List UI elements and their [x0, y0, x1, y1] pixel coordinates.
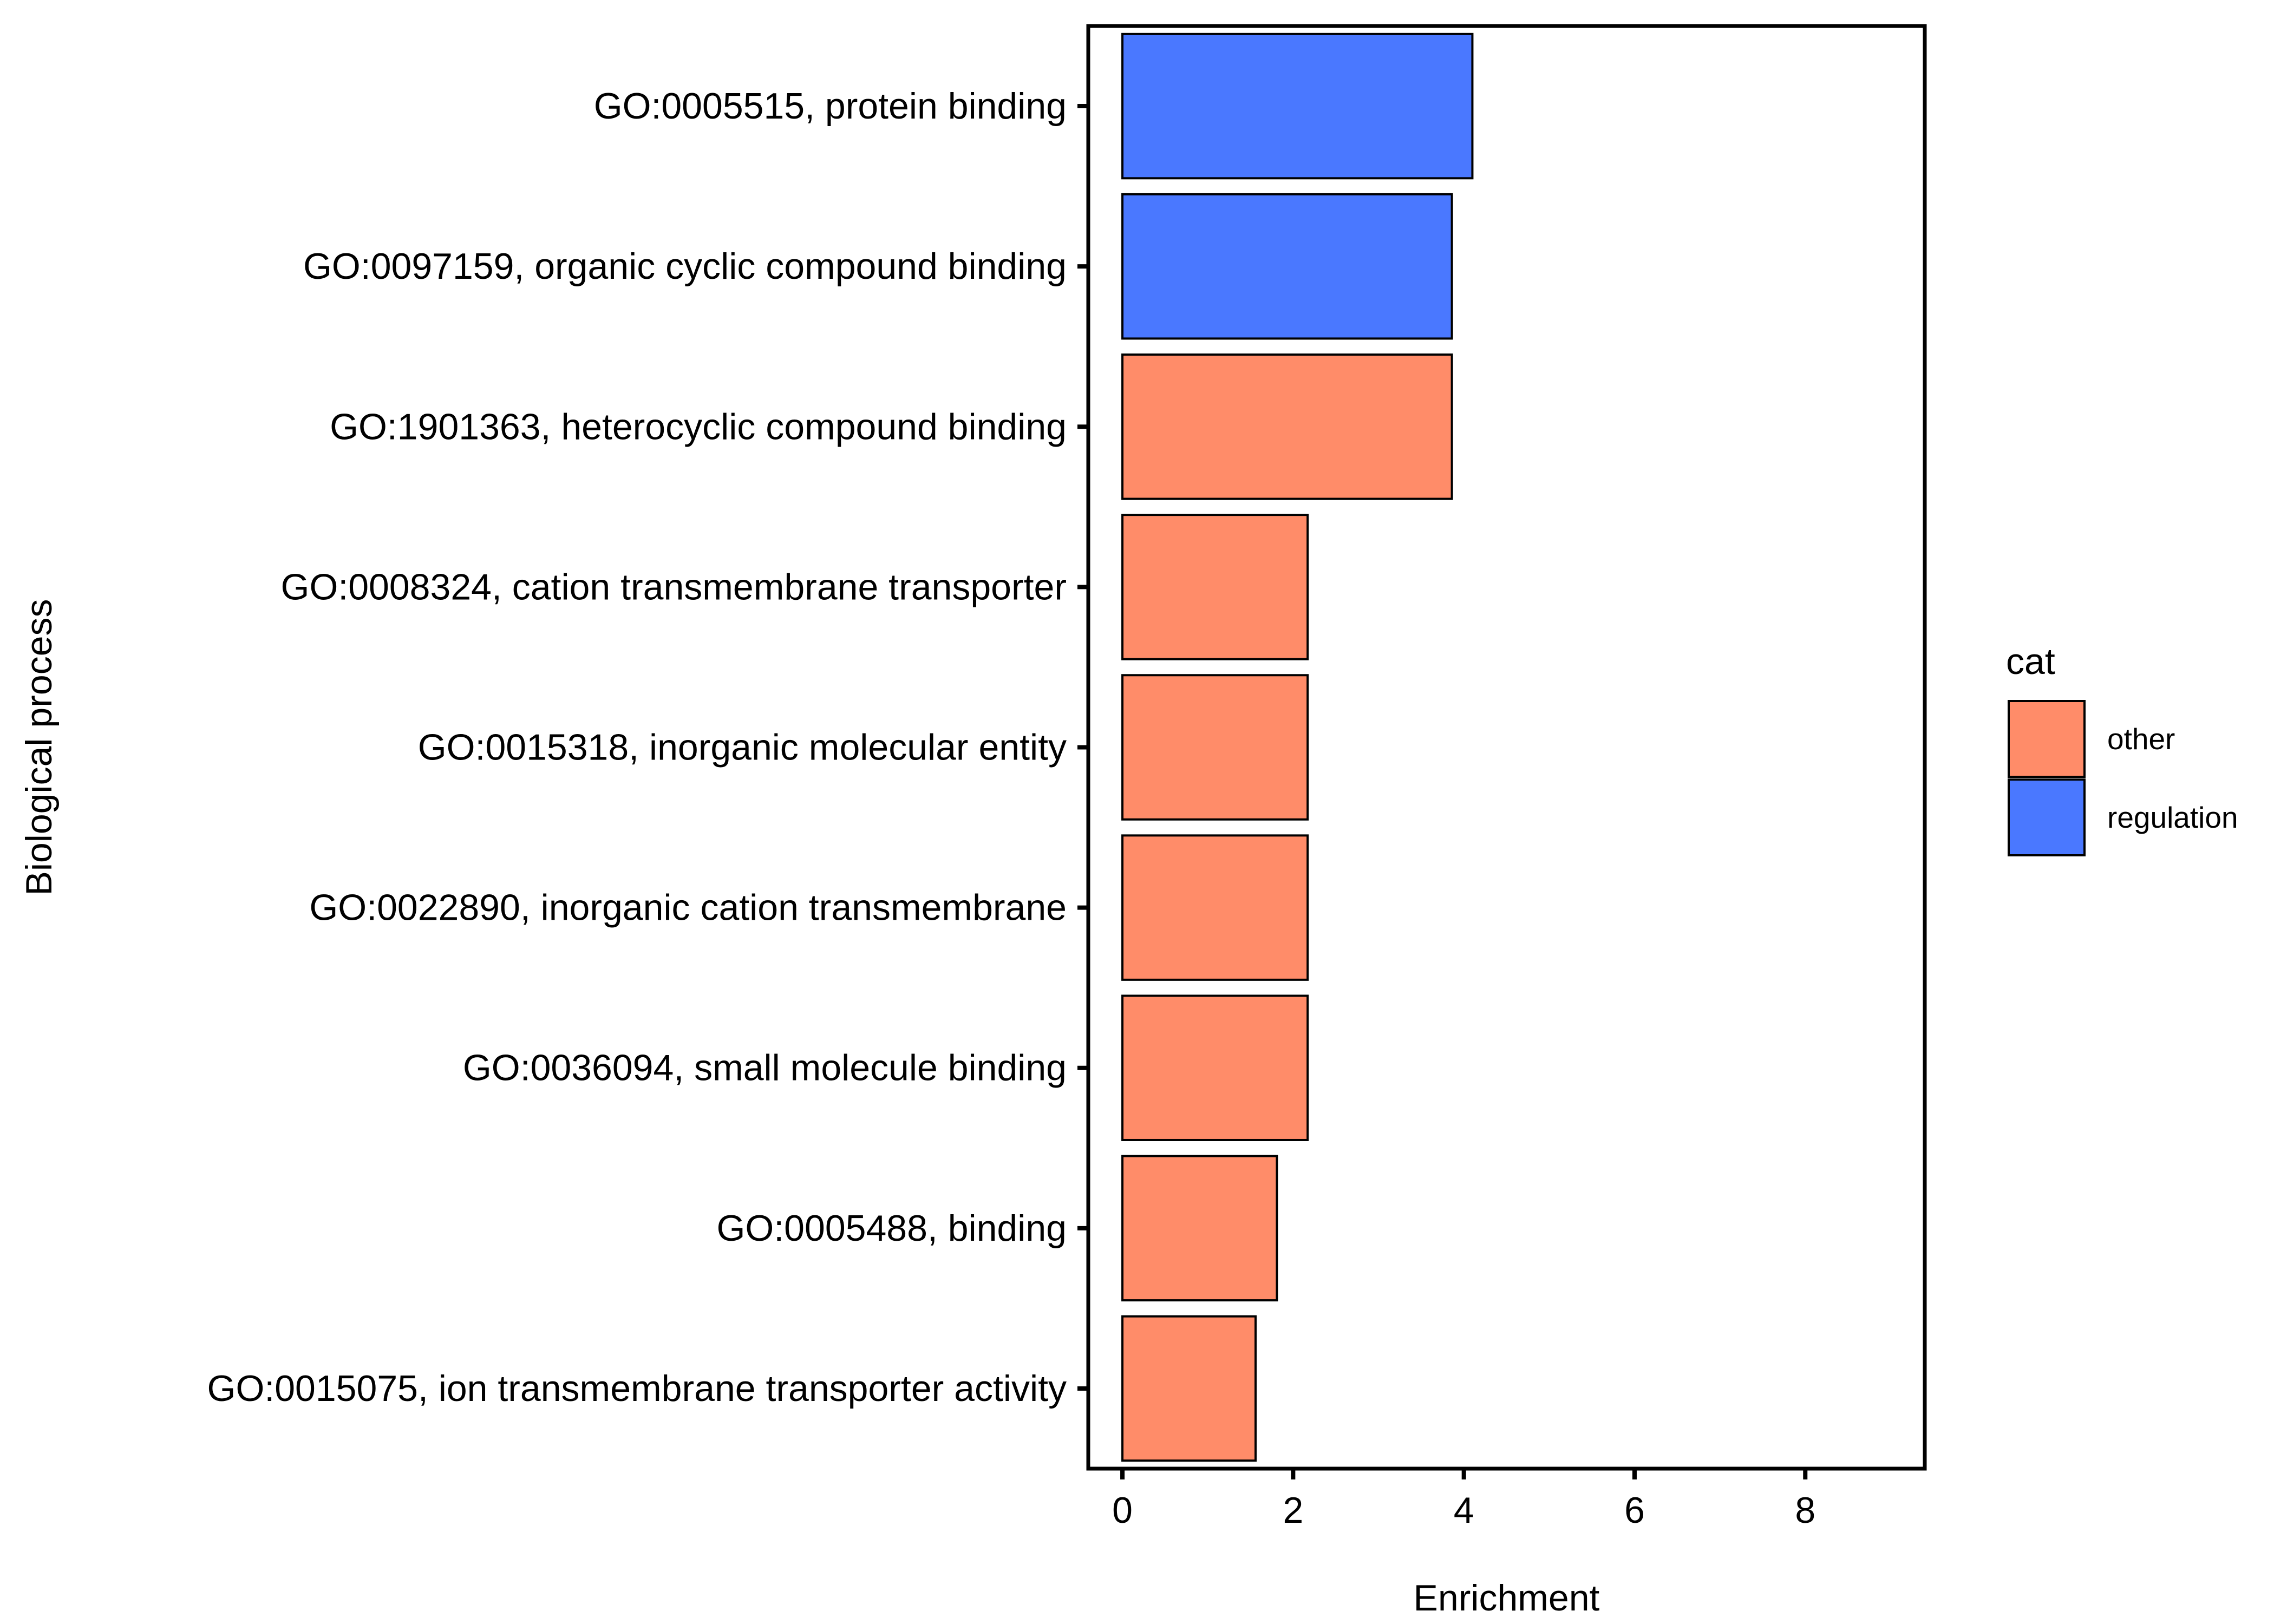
y-tick-label: GO:0097159, organic cyclic compound bind… — [303, 246, 1067, 287]
legend: cat other regulation — [2006, 641, 2238, 856]
bar — [1121, 32, 1474, 180]
plot-panel-border — [1086, 24, 1927, 1471]
bar — [1121, 353, 1453, 500]
y-tick-label: GO:0015318, inorganic molecular entity — [418, 727, 1067, 768]
x-tick-label: 4 — [1454, 1490, 1474, 1531]
legend-key-regulation — [2008, 778, 2086, 856]
x-tick-label: 8 — [1795, 1490, 1815, 1531]
legend-label: regulation — [2107, 801, 2238, 834]
legend-key-other — [2008, 700, 2086, 778]
x-axis: 0 2 4 6 8 — [1112, 1470, 1815, 1531]
bar — [1121, 994, 1309, 1141]
y-tick-label: GO:0036094, small molecule binding — [463, 1047, 1067, 1089]
bars — [1121, 32, 1474, 1462]
y-tick-label: GO:0005515, protein binding — [594, 86, 1067, 127]
legend-label: other — [2107, 722, 2175, 756]
y-tick-label: GO:0015075, ion transmembrane transporte… — [207, 1368, 1067, 1409]
bar — [1121, 514, 1309, 660]
x-tick-label: 0 — [1112, 1490, 1133, 1531]
x-tick-label: 2 — [1283, 1490, 1303, 1531]
legend-title: cat — [2006, 641, 2055, 682]
bar — [1121, 193, 1453, 340]
y-tick-label: GO:1901363, heterocyclic compound bindin… — [330, 406, 1067, 447]
y-tick-label: GO:0022890, inorganic cation transmembra… — [309, 887, 1067, 928]
bar — [1121, 1155, 1278, 1302]
y-axis-title: Biological process — [18, 599, 60, 895]
y-axis: GO:0005515, protein binding GO:0097159, o… — [207, 86, 1087, 1409]
y-tick-label: GO:0005488, binding — [717, 1208, 1067, 1249]
bar — [1121, 1315, 1257, 1462]
x-tick-label: 6 — [1624, 1490, 1645, 1531]
bar — [1121, 834, 1309, 981]
bar — [1121, 674, 1309, 821]
x-axis-title: Enrichment — [1414, 1577, 1600, 1619]
y-tick-label: GO:0008324, cation transmembrane transpo… — [281, 566, 1067, 607]
